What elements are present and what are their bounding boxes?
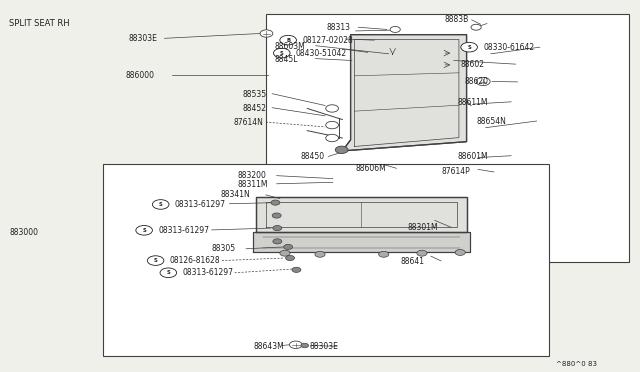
Polygon shape	[253, 232, 470, 253]
Circle shape	[280, 35, 296, 45]
Text: S: S	[166, 270, 170, 275]
Circle shape	[301, 343, 308, 348]
Text: 88313: 88313	[326, 23, 350, 32]
Text: 88620: 88620	[465, 77, 489, 86]
Text: 88654N: 88654N	[477, 116, 507, 125]
Text: 08330-61642: 08330-61642	[483, 43, 534, 52]
Text: S: S	[159, 202, 163, 207]
Circle shape	[476, 77, 490, 86]
Circle shape	[461, 42, 477, 52]
Text: S: S	[467, 45, 471, 50]
Bar	[266, 14, 629, 262]
Text: 87614N: 87614N	[234, 118, 264, 127]
Circle shape	[379, 251, 389, 257]
Circle shape	[285, 256, 294, 260]
Circle shape	[273, 239, 282, 244]
Text: S: S	[154, 258, 157, 263]
Text: 88641: 88641	[400, 257, 424, 266]
Circle shape	[471, 24, 481, 30]
Text: 886000: 886000	[125, 71, 155, 80]
Text: ^880^0 83: ^880^0 83	[556, 361, 596, 367]
Text: B: B	[286, 38, 290, 43]
Text: 08126-81628: 08126-81628	[170, 256, 220, 265]
Text: 88301M: 88301M	[408, 223, 438, 232]
Polygon shape	[256, 197, 467, 232]
Text: 88450: 88450	[301, 152, 325, 161]
Text: 8845L: 8845L	[274, 55, 298, 64]
Circle shape	[136, 225, 152, 235]
Text: 88601M: 88601M	[458, 152, 488, 161]
Text: 88305: 88305	[212, 244, 236, 253]
Circle shape	[315, 251, 325, 257]
Circle shape	[272, 213, 281, 218]
Bar	[103, 164, 549, 356]
Circle shape	[160, 268, 177, 278]
Text: 08313-61297: 08313-61297	[175, 200, 226, 209]
Text: 88603M: 88603M	[274, 42, 305, 51]
Text: 88341N: 88341N	[221, 190, 250, 199]
Polygon shape	[342, 35, 467, 151]
Text: 88611M: 88611M	[458, 98, 488, 107]
Circle shape	[326, 121, 339, 129]
Text: 883000: 883000	[9, 228, 38, 237]
Circle shape	[326, 134, 339, 142]
Circle shape	[260, 30, 273, 37]
Circle shape	[280, 250, 290, 256]
Circle shape	[326, 105, 339, 112]
Text: 883200: 883200	[237, 171, 266, 180]
Text: 88643M: 88643M	[253, 342, 284, 351]
Circle shape	[455, 250, 465, 256]
Text: 08127-02028: 08127-02028	[302, 36, 353, 45]
Text: 88303E: 88303E	[310, 342, 339, 351]
Text: 87614P: 87614P	[441, 167, 470, 176]
Circle shape	[152, 200, 169, 209]
Circle shape	[289, 341, 302, 349]
Text: 88606M: 88606M	[355, 164, 386, 173]
Circle shape	[284, 244, 292, 250]
Circle shape	[292, 267, 301, 272]
Text: 08430-51042: 08430-51042	[296, 49, 347, 58]
Text: 88602: 88602	[460, 60, 484, 69]
Circle shape	[417, 250, 427, 256]
Circle shape	[273, 225, 282, 231]
Text: SPLIT SEAT RH: SPLIT SEAT RH	[9, 19, 70, 28]
Text: 8883B: 8883B	[444, 15, 468, 24]
Circle shape	[390, 26, 400, 32]
Text: 88452: 88452	[243, 104, 266, 113]
Text: S: S	[280, 51, 284, 55]
Text: 88311M: 88311M	[237, 180, 268, 189]
Circle shape	[335, 146, 348, 154]
Circle shape	[147, 256, 164, 265]
Text: 08313-61297: 08313-61297	[182, 268, 234, 277]
Text: 08313-61297: 08313-61297	[158, 226, 209, 235]
Circle shape	[271, 200, 280, 205]
Circle shape	[273, 48, 290, 58]
Text: 88535: 88535	[243, 90, 266, 99]
Text: 88303E: 88303E	[129, 34, 157, 43]
Text: S: S	[142, 228, 146, 233]
